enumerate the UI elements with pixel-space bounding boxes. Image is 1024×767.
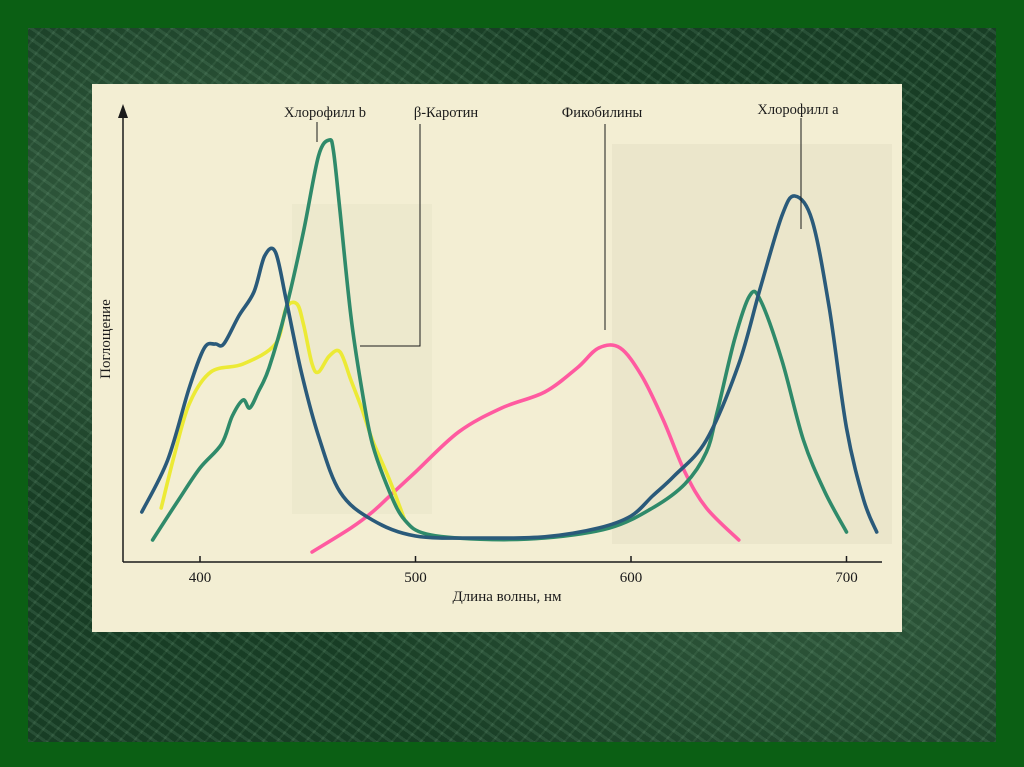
curve-phycobilins [310, 343, 741, 554]
label-chlorophyll-a: Хлорофилл a [757, 102, 839, 118]
y-axis-arrow-icon [118, 104, 128, 118]
x-tick-label-500: 500 [404, 570, 427, 586]
curve-chlorophyll-a [140, 194, 879, 540]
faint-background-text [292, 144, 892, 544]
x-axis-label: Длина волны, нм [452, 589, 562, 605]
x-tick-label-400: 400 [189, 570, 212, 586]
curve-chlorophyll-b [150, 138, 849, 542]
curve-beta-carotene [159, 300, 407, 522]
curve-labels: Хлорофилл b β-Каротин Фикобилины Хлорофи… [284, 102, 839, 347]
spectrum-chart: 400 500 600 700 Поглощение Длина волны, нм … [98, 102, 892, 605]
leader-line-beta-carotene [360, 124, 421, 347]
x-tick-label-600: 600 [620, 570, 643, 586]
axes: 400 500 600 700 Поглощение Длина волны, нм [98, 104, 882, 605]
label-beta-carotene: β-Каротин [414, 105, 479, 121]
label-phycobilins: Фикобилины [562, 105, 643, 121]
label-chlorophyll-b: Хлорофилл b [284, 105, 366, 121]
chart-paper: 400 500 600 700 Поглощение Длина волны, нм … [92, 84, 902, 632]
x-tick-label-700: 700 [835, 570, 858, 586]
y-axis-label: Поглощение [98, 299, 114, 379]
